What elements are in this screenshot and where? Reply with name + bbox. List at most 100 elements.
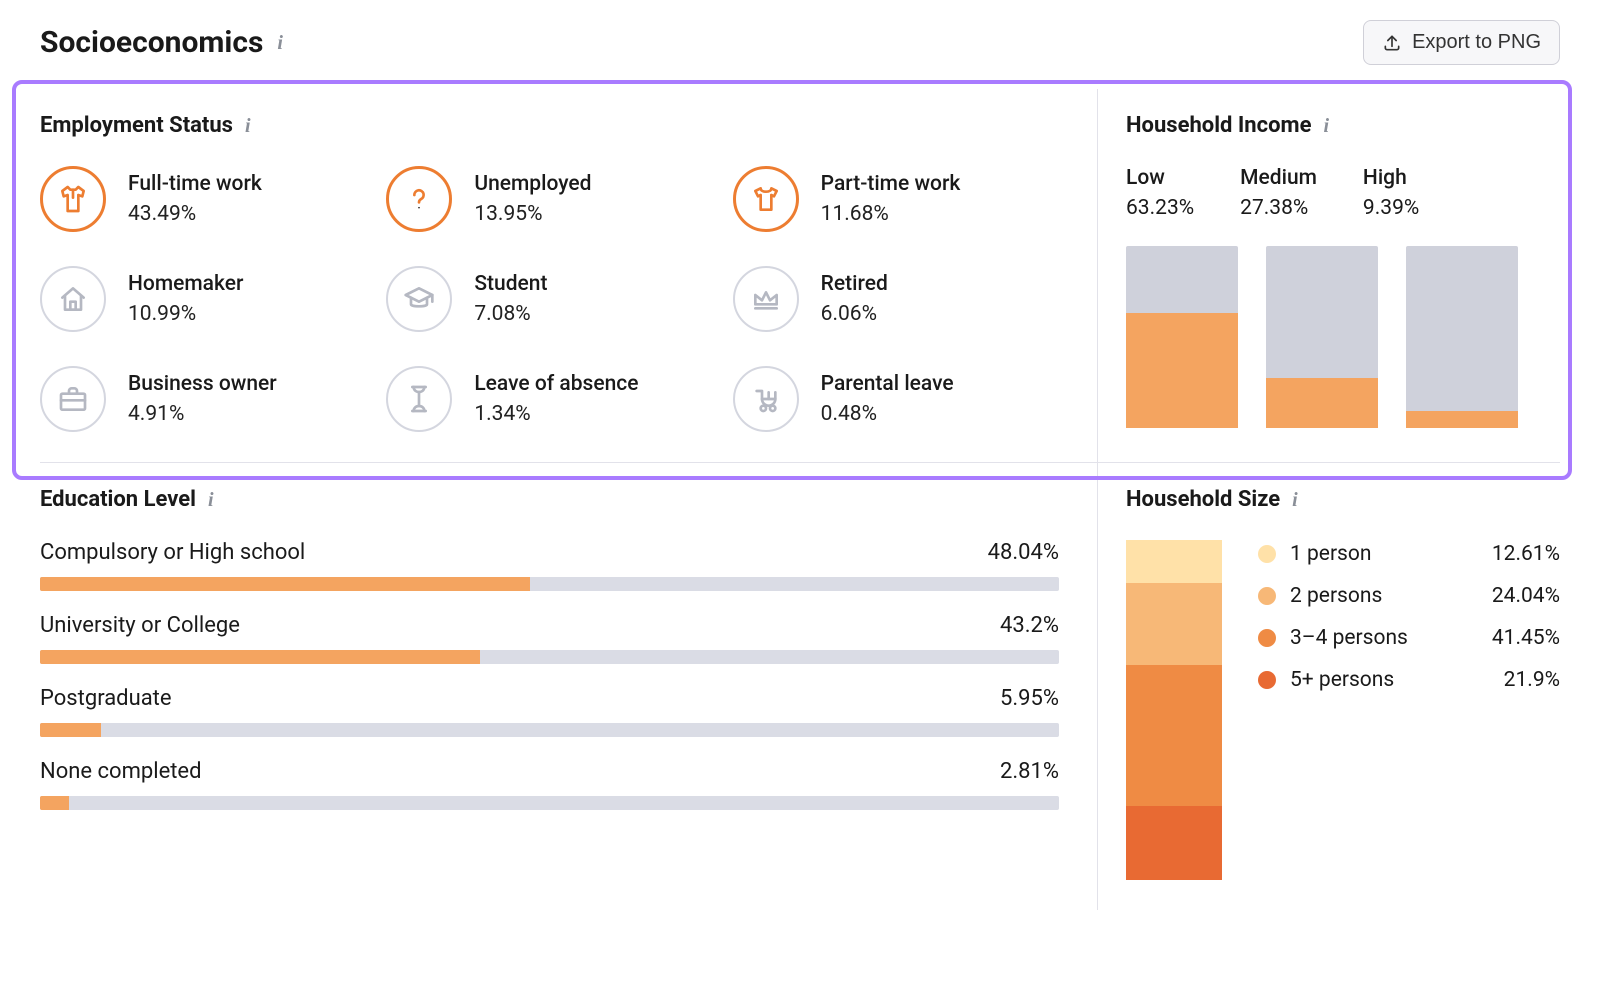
employment-text: Part-time work11.68%	[821, 172, 961, 226]
household-size-legend: 1 person 12.61% 2 persons24.04% 3–4 persons…	[1258, 542, 1560, 880]
employment-item: Full-time work43.49%	[40, 166, 376, 232]
employment-title: Employment Status i	[40, 113, 1069, 138]
education-bar-bg	[40, 577, 1059, 591]
household-size-legend-value: 12.61%	[1492, 542, 1560, 566]
info-icon[interactable]: i	[208, 490, 214, 510]
crown-icon	[733, 266, 799, 332]
education-label: Compulsory or High school	[40, 540, 305, 565]
employment-label: Unemployed	[474, 172, 591, 196]
main-grid: Employment Status i Full-time work43.49%…	[40, 89, 1560, 910]
header: Socioeconomics i Export to PNG	[40, 20, 1560, 65]
household-size-legend-label: 3–4 persons	[1290, 626, 1478, 650]
household-size-legend-row: 1 person 12.61%	[1258, 542, 1560, 566]
employment-label: Business owner	[128, 372, 277, 396]
education-bar	[40, 796, 69, 810]
employment-label: Leave of absence	[474, 372, 638, 396]
education-value: 43.2%	[1000, 613, 1059, 638]
education-value: 5.95%	[1000, 686, 1059, 711]
income-labels: Low 63.23% Medium27.38% High 9.39%	[1126, 166, 1560, 242]
info-icon[interactable]: i	[1323, 116, 1329, 136]
education-cell: Education Level i Compulsory or High sch…	[40, 462, 1097, 910]
info-icon[interactable]: i	[1292, 490, 1298, 510]
education-label: Postgraduate	[40, 686, 172, 711]
education-row: Postgraduate 5.95%	[40, 686, 1059, 711]
employment-value: 0.48%	[821, 402, 954, 426]
household-size-segment	[1126, 806, 1222, 880]
info-icon[interactable]: i	[277, 33, 283, 53]
household-size-legend-row: 2 persons24.04%	[1258, 584, 1560, 608]
education-label: None completed	[40, 759, 202, 784]
education-bar-bg	[40, 796, 1059, 810]
employment-text: Student7.08%	[474, 272, 547, 326]
employment-label: Student	[474, 272, 547, 296]
household-size-cell: Household Size i 1 person 12.61% 2 persons…	[1097, 462, 1560, 910]
income-bar	[1126, 313, 1238, 428]
upload-icon	[1382, 33, 1402, 53]
education-item: Postgraduate 5.95%	[40, 686, 1059, 737]
employment-value: 43.49%	[128, 202, 262, 226]
education-row: Compulsory or High school 48.04%	[40, 540, 1059, 565]
household-size-segment	[1126, 583, 1222, 665]
household-size-legend-label: 5+ persons	[1290, 668, 1490, 692]
household-size-legend-value: 41.45%	[1492, 626, 1560, 650]
employment-grid: Full-time work43.49% Unemployed13.95% Part…	[40, 166, 1069, 432]
stroller-icon	[733, 366, 799, 432]
employment-item: Unemployed13.95%	[386, 166, 722, 232]
page-title: Socioeconomics	[40, 25, 263, 60]
hourglass-icon	[386, 366, 452, 432]
education-item: Compulsory or High school 48.04%	[40, 540, 1059, 591]
income-cell: Household Income i Low 63.23% Medium27.38%…	[1097, 89, 1560, 462]
education-bar-bg	[40, 650, 1059, 664]
header-left: Socioeconomics i	[40, 25, 283, 60]
socioeconomics-panel: Socioeconomics i Export to PNG Employmen…	[0, 0, 1600, 989]
employment-item: Parental leave0.48%	[733, 366, 1069, 432]
employment-text: Full-time work43.49%	[128, 172, 262, 226]
legend-dot-icon	[1258, 671, 1276, 689]
household-size-stack	[1126, 540, 1222, 880]
household-size-title-text: Household Size	[1126, 487, 1280, 512]
export-label: Export to PNG	[1412, 31, 1541, 54]
income-value: 63.23%	[1126, 196, 1194, 220]
info-icon[interactable]: i	[245, 116, 251, 136]
household-size-legend-row: 3–4 persons 41.45%	[1258, 626, 1560, 650]
employment-value: 10.99%	[128, 302, 243, 326]
household-size-legend-label: 1 person	[1290, 542, 1478, 566]
employment-label: Retired	[821, 272, 888, 296]
income-bar-wrap	[1126, 246, 1238, 428]
employment-item: Homemaker10.99%	[40, 266, 376, 332]
household-size-segment	[1126, 665, 1222, 806]
shirt-icon	[40, 166, 106, 232]
employment-item: Leave of absence 1.34%	[386, 366, 722, 432]
income-title: Household Income i	[1126, 113, 1560, 138]
household-size-segment	[1126, 540, 1222, 583]
income-label: High	[1363, 166, 1419, 190]
education-row: None completed 2.81%	[40, 759, 1059, 784]
briefcase-icon	[40, 366, 106, 432]
income-title-text: Household Income	[1126, 113, 1311, 138]
employment-item: Part-time work11.68%	[733, 166, 1069, 232]
employment-value: 4.91%	[128, 402, 277, 426]
education-row: University or College 43.2%	[40, 613, 1059, 638]
export-png-button[interactable]: Export to PNG	[1363, 20, 1560, 65]
income-label: Low	[1126, 166, 1194, 190]
income-item: Medium27.38%	[1240, 166, 1317, 242]
education-bar-bg	[40, 723, 1059, 737]
employment-text: Unemployed13.95%	[474, 172, 591, 226]
education-value: 2.81%	[1000, 759, 1059, 784]
income-bar-wrap	[1406, 246, 1518, 428]
employment-title-text: Employment Status	[40, 113, 233, 138]
employment-text: Business owner 4.91%	[128, 372, 277, 426]
income-value: 9.39%	[1363, 196, 1419, 220]
household-size-legend-label: 2 persons	[1290, 584, 1478, 608]
household-size-legend-row: 5+ persons21.9%	[1258, 668, 1560, 692]
education-value: 48.04%	[988, 540, 1059, 565]
legend-dot-icon	[1258, 545, 1276, 563]
household-size-title: Household Size i	[1126, 487, 1560, 512]
education-title: Education Level i	[40, 487, 1069, 512]
education-label: University or College	[40, 613, 240, 638]
employment-item: Business owner 4.91%	[40, 366, 376, 432]
employment-cell: Employment Status i Full-time work43.49%…	[40, 89, 1097, 462]
income-bar	[1406, 411, 1518, 428]
employment-value: 1.34%	[474, 402, 638, 426]
income-bar-wrap	[1266, 246, 1378, 428]
